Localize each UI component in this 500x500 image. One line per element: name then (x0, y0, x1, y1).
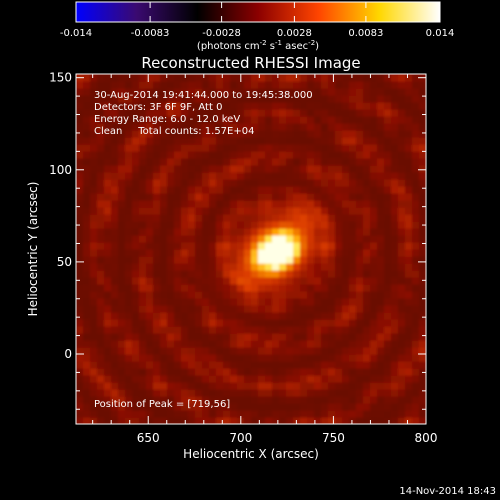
y-tick-label: 0 (64, 347, 72, 361)
colorbar-tick-label: 0.0083 (348, 28, 383, 39)
x-tick-label: 700 (229, 431, 252, 445)
x-axis-label: Heliocentric X (arcsec) (183, 447, 319, 461)
chart-title: Reconstructed RHESSI Image (141, 54, 360, 72)
y-axis-label: Heliocentric Y (arcsec) (26, 182, 40, 317)
x-tick-label: 650 (137, 431, 160, 445)
colorbar-tick-label: 0.014 (426, 28, 455, 39)
colorbar-tick-label: -0.0083 (131, 28, 170, 39)
colorbar-tick-label: -0.014 (60, 28, 92, 39)
colorbar (75, 1, 441, 23)
annotation-block: 30-Aug-2014 19:41:44.000 to 19:45:38.000… (94, 90, 313, 137)
x-tick-label: 750 (322, 431, 345, 445)
annotation-time-range: 30-Aug-2014 19:41:44.000 to 19:45:38.000 (94, 90, 313, 101)
y-tick-label: 50 (57, 255, 72, 269)
annotation-energy-range: Energy Range: 6.0 - 12.0 keV (94, 114, 240, 125)
colorbar-unit-label: (photons cm-2 s-1 asec-2) (197, 39, 319, 52)
colorbar-tick-label: -0.0028 (202, 28, 241, 39)
y-tick-label: 100 (49, 163, 72, 177)
colorbar-tick-label: 0.0028 (277, 28, 312, 39)
axes: 650 700 750 800 0 50 100 150 (49, 71, 437, 445)
footer-timestamp: 14-Nov-2014 18:43 (399, 486, 496, 497)
annotation-clean-counts: Clean Total counts: 1.57E+04 (94, 126, 254, 137)
plot-frame (75, 73, 427, 425)
x-tick-label: 800 (415, 431, 438, 445)
annotation-detectors: Detectors: 3F 6F 9F, Att 0 (94, 102, 222, 113)
peak-position-label: Position of Peak = [719,56] (94, 399, 230, 410)
y-tick-label: 150 (49, 71, 72, 85)
colorbar-ticks: -0.014 -0.0083 -0.0028 0.0028 0.0083 0.014 (60, 2, 454, 39)
